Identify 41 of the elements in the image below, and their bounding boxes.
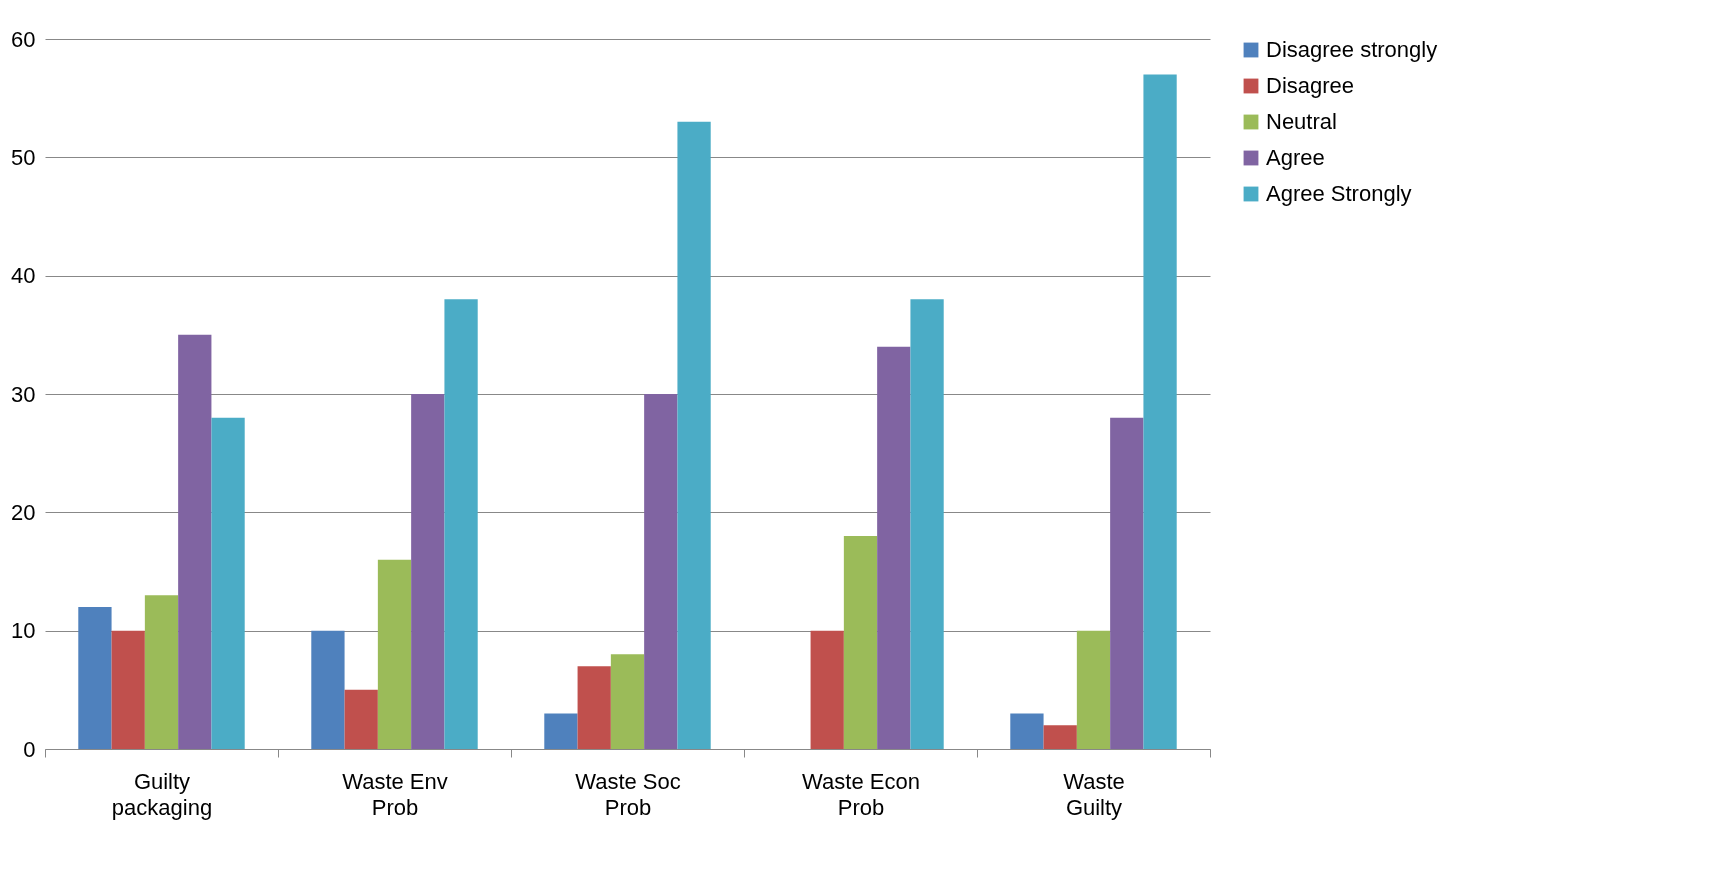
- x-tick-label: Waste Guilty: [1063, 768, 1125, 820]
- x-tick-label: Guilty packaging: [111, 768, 213, 820]
- bar: [78, 607, 112, 749]
- bar: [444, 299, 478, 749]
- y-tick-label: 20: [11, 499, 36, 525]
- bar: [910, 299, 944, 749]
- bar: [178, 334, 212, 749]
- bar: [544, 713, 578, 749]
- bar: [677, 121, 711, 749]
- bar: [1143, 74, 1177, 749]
- bar: [144, 595, 179, 749]
- bar: [1076, 630, 1111, 749]
- legend-label: Disagree strongly: [1266, 37, 1438, 62]
- bar: [644, 394, 678, 749]
- y-tick-label: 10: [11, 618, 36, 644]
- legend-label: Neutral: [1266, 109, 1337, 134]
- y-tick-label: 40: [11, 263, 36, 289]
- legend-label: Disagree: [1266, 73, 1355, 98]
- y-tick-label: 60: [11, 26, 36, 52]
- bar: [377, 559, 412, 749]
- y-tick-label: 50: [11, 144, 36, 170]
- bar: [344, 689, 378, 749]
- x-tick-label: Waste Soc Prob: [575, 768, 681, 820]
- bar: [877, 346, 911, 749]
- x-tick-label: Waste Env Prob: [342, 768, 448, 820]
- y-tick-label: 0: [23, 736, 36, 762]
- bar: [810, 630, 844, 749]
- y-tick-label: 30: [11, 381, 36, 407]
- bar: [610, 654, 645, 749]
- bar: [577, 666, 611, 749]
- legend-label: Agree: [1266, 145, 1325, 170]
- bar: [111, 630, 145, 749]
- bar: [211, 417, 245, 749]
- bar: [1010, 713, 1044, 749]
- bar: [411, 394, 445, 749]
- bar: [1043, 725, 1077, 749]
- x-tick-label: Waste Econ Prob: [802, 768, 920, 820]
- legend-label: Agree Strongly: [1266, 181, 1412, 206]
- bar: [1110, 417, 1144, 749]
- bar: [843, 536, 878, 749]
- bar: [311, 630, 345, 749]
